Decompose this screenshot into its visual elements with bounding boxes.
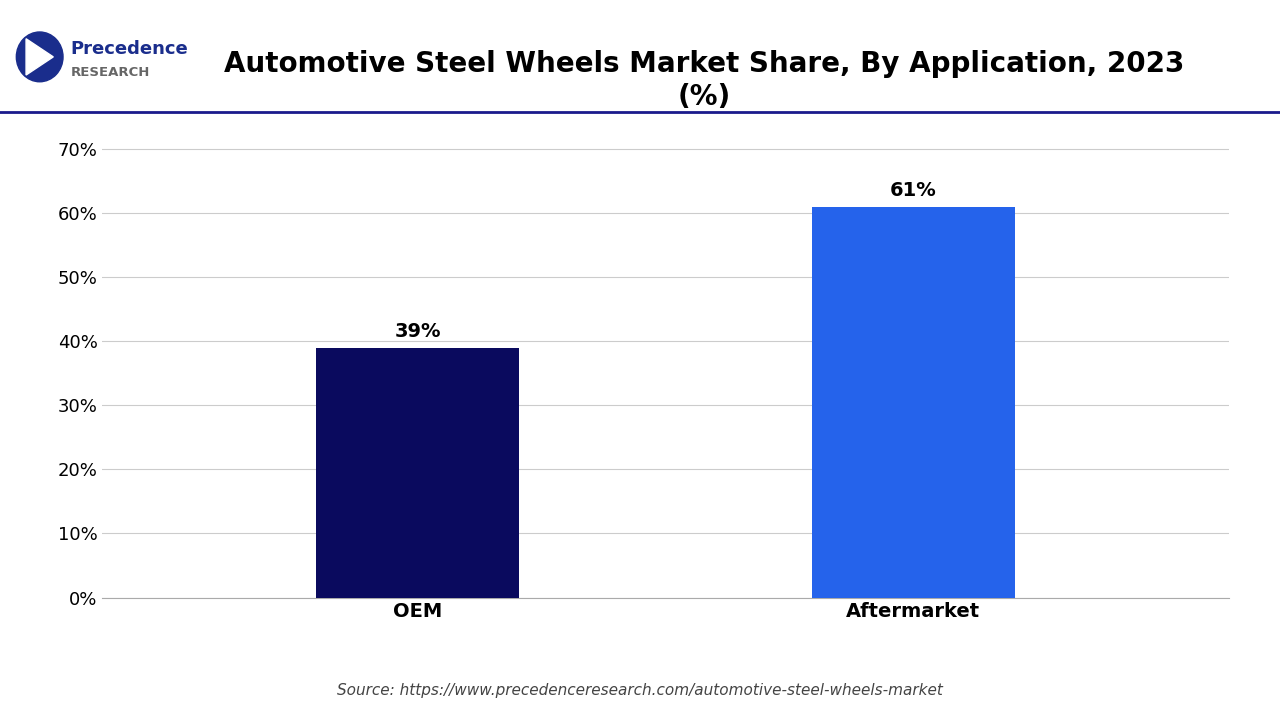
Text: Automotive Steel Wheels Market Share, By Application, 2023
(%): Automotive Steel Wheels Market Share, By…	[224, 50, 1184, 111]
Text: Precedence: Precedence	[70, 40, 188, 58]
Circle shape	[17, 32, 63, 82]
Bar	[316, 348, 520, 598]
Text: RESEARCH: RESEARCH	[70, 66, 150, 79]
Text: Source: https://www.precedenceresearch.com/automotive-steel-wheels-market: Source: https://www.precedenceresearch.c…	[337, 683, 943, 698]
Polygon shape	[26, 39, 54, 75]
Text: 61%: 61%	[890, 181, 937, 200]
Text: 39%: 39%	[394, 322, 442, 341]
Bar	[812, 207, 1015, 598]
